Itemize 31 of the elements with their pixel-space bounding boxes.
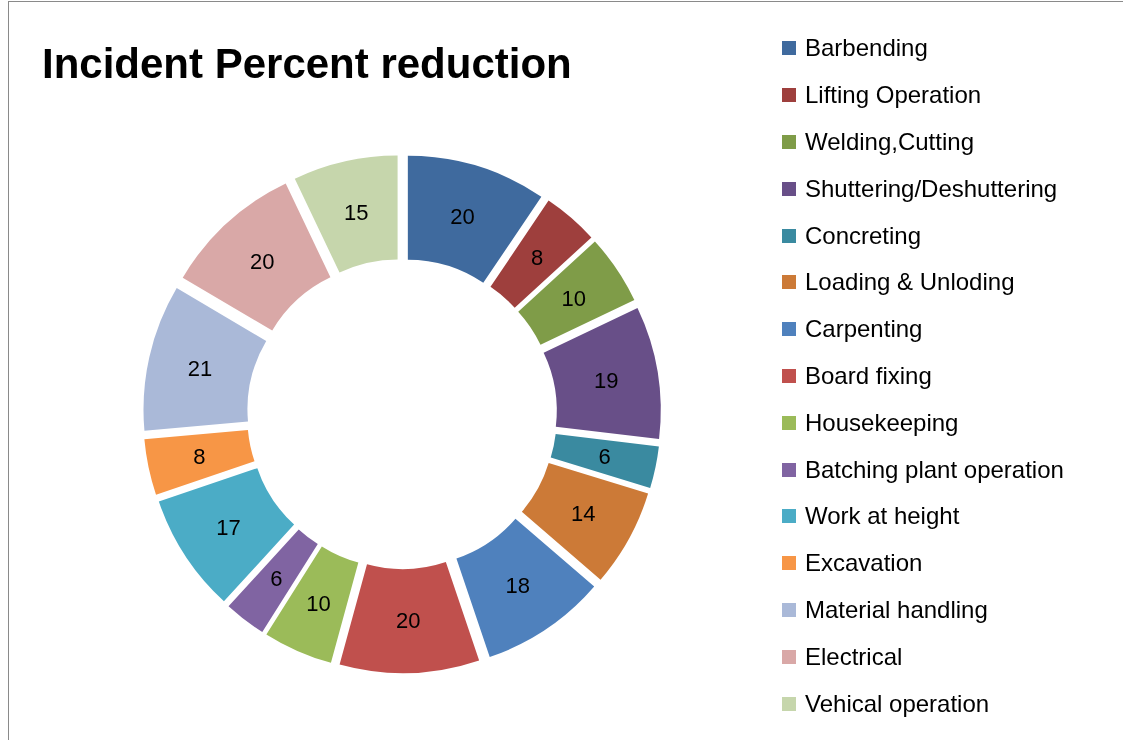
legend-label: Housekeeping <box>805 408 959 437</box>
data-label: 20 <box>450 203 475 229</box>
data-label: 20 <box>250 248 275 274</box>
legend-label: Shuttering/Deshuttering <box>805 174 1058 203</box>
legend-label: Loading & Unloding <box>805 268 1015 297</box>
data-label: 8 <box>531 244 544 270</box>
legend-label: Lifting Operation <box>805 81 982 110</box>
chart-title: Incident Percent reduction <box>42 40 572 88</box>
legend-label: Batching plant operation <box>805 455 1064 484</box>
data-label: 17 <box>216 514 241 540</box>
data-label: 21 <box>187 355 213 381</box>
legend-label: Board fixing <box>805 361 932 390</box>
data-label: 14 <box>571 501 596 527</box>
legend-label: Work at height <box>805 502 960 531</box>
data-label: 10 <box>306 590 331 616</box>
legend-label: Carpenting <box>805 315 923 344</box>
data-label: 6 <box>270 566 283 592</box>
data-label: 19 <box>594 367 619 393</box>
data-label: 20 <box>395 608 421 634</box>
legend-label: Material handling <box>805 595 988 624</box>
data-label: 15 <box>344 199 369 225</box>
legend-label: Excavation <box>805 549 923 578</box>
legend-label: Welding,Cutting <box>805 127 974 156</box>
legend-label: Concreting <box>805 221 922 250</box>
data-label: 10 <box>561 285 586 311</box>
data-label: 18 <box>505 573 530 599</box>
data-label: 6 <box>598 444 611 470</box>
legend-label: Vehical operation <box>805 689 990 718</box>
legend-label: Barbending <box>805 34 928 63</box>
legend-label: Electrical <box>805 642 903 671</box>
data-label: 8 <box>193 444 206 470</box>
